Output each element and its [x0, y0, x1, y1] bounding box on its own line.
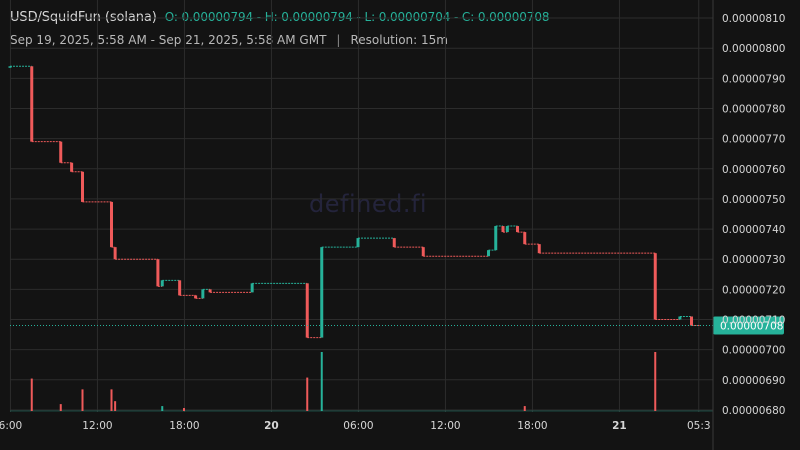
candle-body: [81, 171, 84, 202]
candle-body: [487, 250, 490, 257]
volume-bar: [654, 352, 657, 411]
candle-body: [516, 226, 519, 233]
pair-name: USD/SquidFun (solana): [10, 10, 157, 25]
x-tick-label: 18:00: [517, 420, 547, 432]
candle-body: [201, 289, 205, 299]
x-tick-label: 05:3: [687, 420, 711, 432]
date-range: Sep 19, 2025, 5:58 AM - Sep 21, 2025, 5:…: [10, 33, 327, 47]
x-tick-label: 6:00: [0, 420, 22, 432]
candle-body: [320, 247, 324, 338]
last-price-line: 0.00000708: [10, 316, 784, 335]
resolution-label: Resolution: 15m: [350, 33, 448, 47]
candle-body: [690, 316, 693, 326]
volume-bar: [114, 401, 117, 411]
y-tick-label: 0.00000750: [722, 194, 785, 206]
candle-body: [8, 66, 12, 68]
x-axis[interactable]: 6:00 12:00 18:00 20 06:00 12:00 18:00 21 05:3: [0, 420, 711, 432]
y-tick-label: 0.00000740: [722, 224, 785, 236]
y-tick-label: 0.00000700: [722, 345, 785, 357]
volume-bar: [523, 406, 526, 411]
y-tick-label: 0.00000680: [722, 405, 785, 417]
candle-body: [305, 283, 309, 338]
ohlc-readout: O: 0.00000794 - H: 0.00000794 - L: 0.000…: [164, 10, 550, 24]
last-price-badge: [713, 316, 784, 335]
volume-bar: [320, 352, 323, 411]
candle-body: [421, 247, 425, 257]
candle-body: [678, 316, 682, 320]
volume-bar: [59, 404, 62, 411]
candle-body: [392, 238, 396, 248]
watermark: defined.fi: [309, 190, 428, 218]
volume-bar: [81, 389, 84, 411]
candle-body: [160, 280, 164, 287]
volume-bars: [10, 352, 713, 412]
candle-body: [194, 295, 198, 299]
candle-body: [59, 141, 63, 163]
x-tick-label: 06:00: [343, 420, 373, 432]
y-tick-label: 0.00000810: [722, 13, 785, 25]
volume-bar: [30, 378, 33, 411]
candle-body: [356, 238, 360, 248]
candle-body: [208, 289, 212, 293]
volume-bar: [161, 406, 164, 411]
candle-body: [70, 162, 74, 172]
candle-body: [653, 253, 657, 320]
y-tick-label: 0.00000770: [722, 134, 785, 146]
candle-body: [537, 244, 541, 254]
x-tick-label: 12:00: [430, 420, 460, 432]
x-tick-label: 21: [612, 420, 627, 432]
candle-body: [110, 201, 113, 248]
last-price-label: 0.00000708: [720, 321, 783, 333]
candle-body: [505, 226, 509, 233]
y-tick-label: 0.00000720: [722, 284, 785, 296]
x-tick-label: 20: [264, 420, 279, 432]
y-tick-label: 0.00000760: [722, 164, 785, 176]
x-tick-label: 12:00: [82, 420, 112, 432]
x-tick-label: 18:00: [169, 420, 199, 432]
grid: [9, 0, 713, 412]
chart-subheader: Sep 19, 2025, 5:58 AM - Sep 21, 2025, 5:…: [10, 33, 448, 47]
y-tick-label: 0.00000790: [722, 73, 785, 85]
candle-body: [250, 283, 254, 293]
candle-body: [156, 259, 160, 287]
y-tick-label: 0.00000780: [722, 103, 785, 115]
y-tick-label: 0.00000730: [722, 254, 785, 266]
y-tick-label: 0.00000690: [722, 375, 785, 387]
separator: |: [336, 33, 341, 47]
candle-body: [494, 226, 498, 251]
candle-body: [501, 226, 505, 233]
candle-body: [30, 66, 34, 142]
y-tick-label: 0.00000800: [722, 43, 785, 55]
volume-bar: [110, 389, 113, 411]
candle-body: [178, 280, 182, 296]
candle-body: [113, 247, 117, 260]
volume-bar: [183, 408, 185, 411]
candle-body: [523, 232, 527, 245]
chart-header: USD/SquidFun (solana) O: 0.00000794 - H:…: [10, 10, 549, 25]
candles: [8, 65, 701, 339]
y-axis[interactable]: 0.00000680 0.00000690 0.00000700 0.00000710…: [722, 13, 785, 417]
volume-bar: [306, 377, 309, 411]
y-tick-label: 0.00000710: [722, 315, 785, 327]
